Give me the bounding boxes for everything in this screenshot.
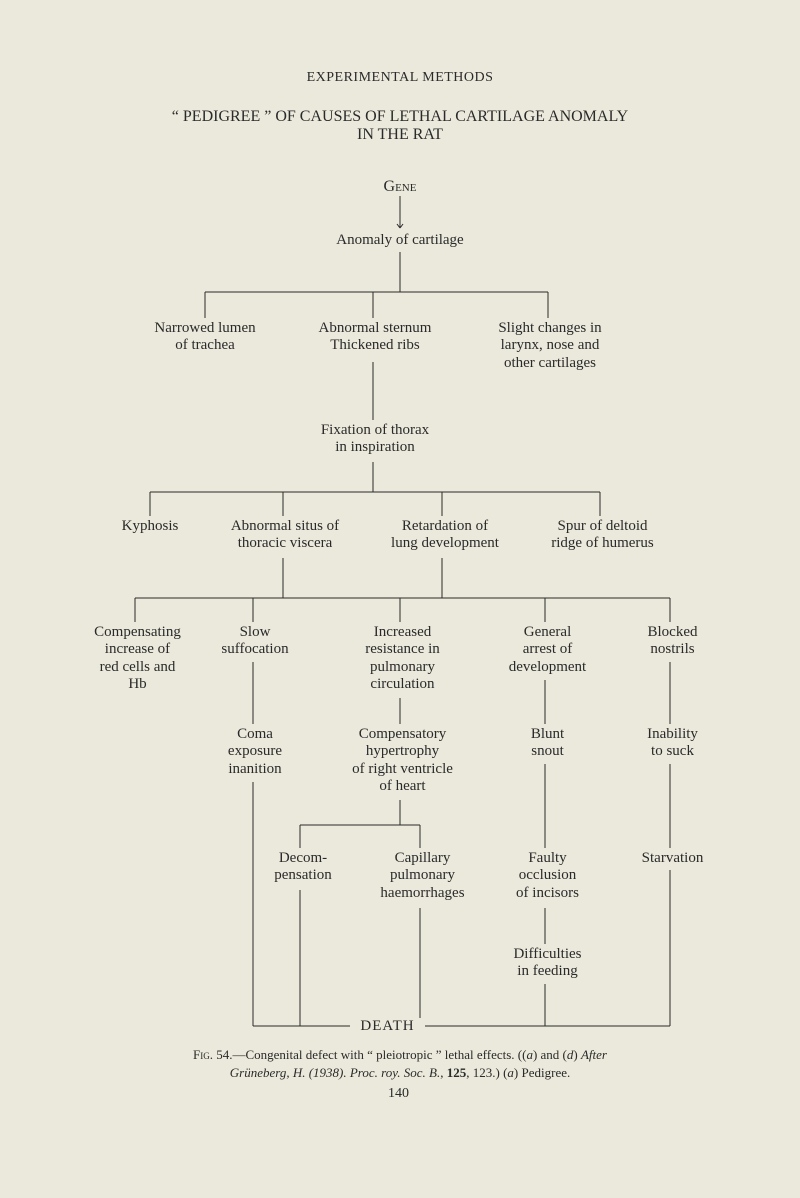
figure-caption: Fig. 54.—Congenital defect with “ pleiot…: [100, 1046, 700, 1081]
node-capillary: Capillary pulmonary haemorrhages: [360, 850, 485, 902]
caption-mid1: ) and (: [533, 1047, 567, 1062]
node-general: General arrest of development: [490, 624, 605, 676]
caption-suf2: ) Pedigree.: [514, 1065, 570, 1080]
node-decom: Decom- pensation: [258, 850, 348, 885]
node-blunt: Blunt snout: [510, 726, 585, 761]
node-fixation: Fixation of thorax in inspiration: [290, 422, 460, 457]
caption-line2-prefix: Grüneberg, H. (1938). Proc. roy. Soc. B.: [230, 1065, 441, 1080]
caption-bold: 125: [447, 1065, 467, 1080]
caption-mid2: , 123.) (: [466, 1065, 507, 1080]
node-narrowed: Narrowed lumen of trachea: [130, 320, 280, 355]
node-increased: Increased resistance in pulmonary circul…: [345, 624, 460, 693]
node-difficulties: Difficulties in feeding: [500, 946, 595, 981]
node-coma: Coma exposure inanition: [210, 726, 300, 778]
node-anomaly: Anomaly of cartilage: [300, 232, 500, 249]
node-death: DEATH: [350, 1018, 425, 1035]
node-kyphosis: Kyphosis: [110, 518, 190, 535]
node-gene: Gene: [350, 178, 450, 196]
node-compensating: Compensating increase of red cells and H…: [80, 624, 195, 693]
caption-suf1: ): [573, 1047, 581, 1062]
node-blocked: Blocked nostrils: [630, 624, 715, 659]
node-slow: Slow suffocation: [210, 624, 300, 659]
node-spur: Spur of deltoid ridge of humerus: [530, 518, 675, 553]
node-faulty: Faulty occlusion of incisors: [500, 850, 595, 902]
node-abnormal-situs: Abnormal situs of thoracic viscera: [210, 518, 360, 553]
node-slight: Slight changes in larynx, nose and other…: [470, 320, 630, 372]
node-starvation: Starvation: [625, 850, 720, 867]
page-number: 140: [388, 1086, 409, 1102]
node-abnormal-sternum: Abnormal sternum Thickened ribs: [300, 320, 450, 355]
node-compensatory: Compensatory hypertrophy of right ventri…: [335, 726, 470, 795]
node-retardation: Retardation of lung development: [370, 518, 520, 553]
caption-after: After: [581, 1047, 607, 1062]
node-inability: Inability to suck: [630, 726, 715, 761]
caption-text1: 54.—Congenital defect with “ pleiotropic…: [216, 1047, 526, 1062]
